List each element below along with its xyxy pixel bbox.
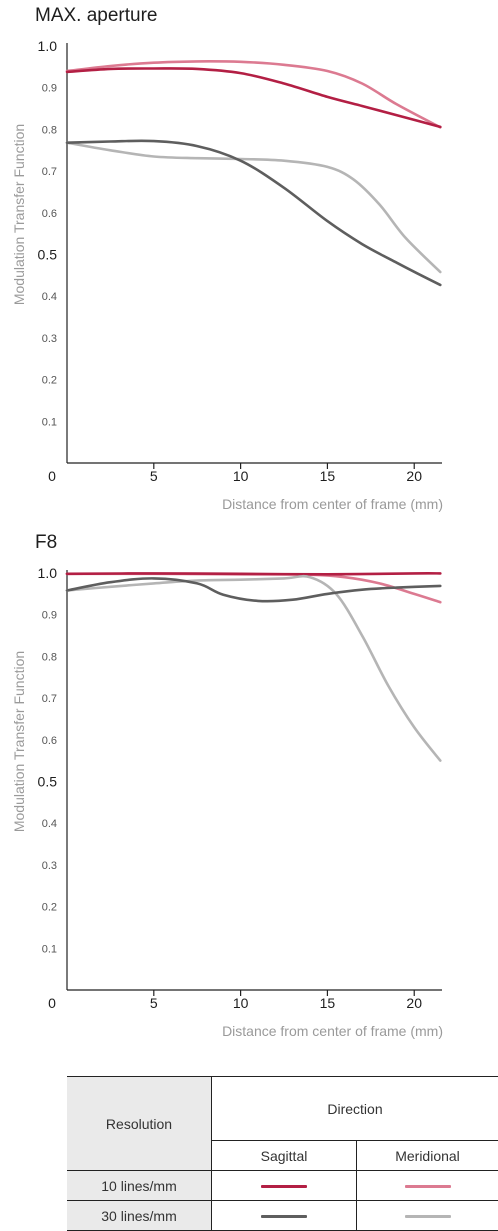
x-tick-label: 5 (150, 995, 158, 1011)
y-tick-label: 0.7 (42, 693, 57, 705)
chart-svg: MAX. aperture Modulation Transfer Functio… (0, 0, 498, 520)
y-tick-label: 0.3 (42, 860, 57, 872)
y-tick-label: 0.9 (42, 610, 57, 622)
y-tick-label: 0.3 (42, 333, 57, 345)
y-tick-label: 0.8 (42, 651, 57, 663)
x-tick-label: 15 (320, 468, 336, 484)
y-tick-label: 0.1 (42, 416, 57, 428)
x-tick-label: 0 (48, 468, 56, 484)
series-line-30-sagittal (67, 578, 440, 601)
mtf-chart-max-aperture: MAX. aperture Modulation Transfer Functio… (0, 0, 498, 520)
y-tick-label: 0.4 (42, 291, 57, 303)
y-tick-label: 0.6 (42, 735, 57, 747)
legend-meridional-header: Meridional (357, 1141, 498, 1171)
y-tick-label: 1.0 (38, 565, 58, 581)
y-tick-label: 1.0 (38, 38, 58, 54)
chart-svg: F8 Modulation Transfer Function 1.0 0.5 0.9 0… (0, 527, 498, 1047)
legend-swatch-cell (357, 1171, 498, 1201)
legend-swatch-cell (357, 1201, 498, 1231)
legend-direction-header: Direction (212, 1077, 498, 1141)
y-tick-label: 0.8 (42, 124, 57, 136)
series-line-10-meridional (67, 61, 440, 127)
x-axis-label: Distance from center of frame (mm) (222, 496, 443, 512)
legend-sagittal-header: Sagittal (212, 1141, 357, 1171)
legend-row-label: 30 lines/mm (67, 1201, 212, 1231)
legend-row-label: 10 lines/mm (67, 1171, 212, 1201)
y-tick-label: 0.6 (42, 208, 57, 220)
chart-title: MAX. aperture (35, 5, 158, 26)
series-line-30-sagittal (67, 141, 440, 285)
y-tick-label: 0.7 (42, 166, 57, 178)
y-axis-label: Modulation Transfer Function (11, 124, 27, 305)
y-tick-label: 0.5 (38, 247, 58, 263)
x-tick-label: 5 (150, 468, 158, 484)
x-tick-label: 20 (406, 468, 422, 484)
legend-swatch-10-meridional (405, 1185, 451, 1188)
legend-swatch-10-sagittal (261, 1185, 307, 1188)
legend-swatch-30-sagittal (261, 1215, 307, 1218)
legend-resolution-header: Resolution (67, 1077, 212, 1171)
series-line-30-meridional (67, 576, 440, 760)
x-tick-label: 20 (406, 995, 422, 1011)
legend-swatch-cell (212, 1171, 357, 1201)
y-tick-label: 0.5 (38, 774, 58, 790)
x-tick-label: 10 (233, 468, 249, 484)
mtf-chart-f8: F8 Modulation Transfer Function 1.0 0.5 0.9 0… (0, 527, 498, 1047)
y-tick-label: 0.9 (42, 83, 57, 95)
y-tick-label: 0.2 (42, 902, 57, 914)
series-line-30-meridional (67, 143, 440, 272)
y-tick-label: 0.4 (42, 818, 57, 830)
legend-swatch-30-meridional (405, 1215, 451, 1218)
x-axis-label: Distance from center of frame (mm) (222, 1023, 443, 1039)
x-tick-label: 15 (320, 995, 336, 1011)
chart-title: F8 (35, 532, 57, 553)
x-tick-label: 0 (48, 995, 56, 1011)
series-line-10-sagittal (67, 573, 440, 574)
x-tick-label: 10 (233, 995, 249, 1011)
y-tick-label: 0.1 (42, 943, 57, 955)
legend-table: Resolution Direction Sagittal Meridional… (0, 1076, 498, 1200)
legend-swatch-cell (212, 1201, 357, 1231)
y-axis-label: Modulation Transfer Function (11, 651, 27, 832)
y-tick-label: 0.2 (42, 375, 57, 387)
